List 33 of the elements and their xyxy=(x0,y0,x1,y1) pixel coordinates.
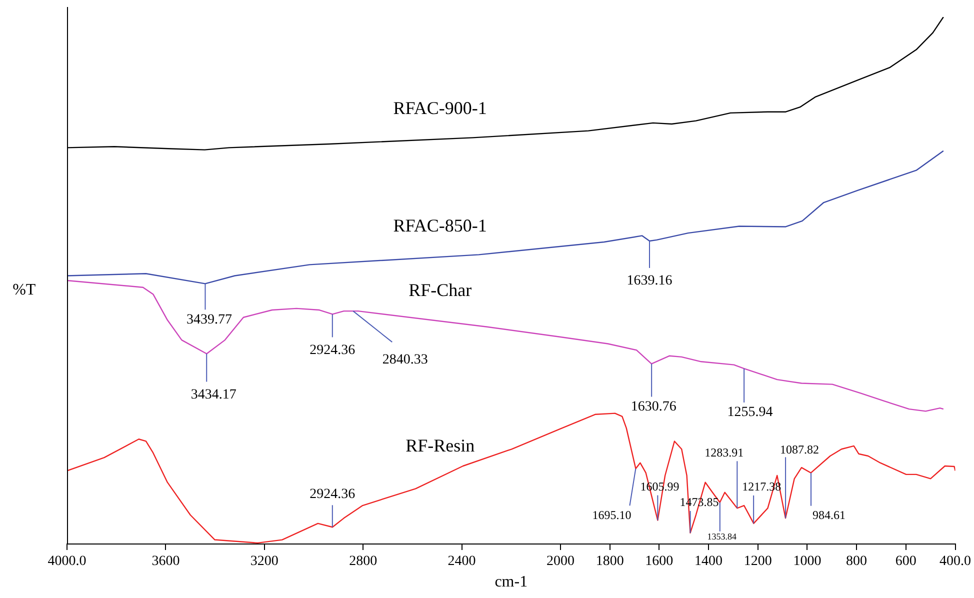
x-tick-label: 400.0 xyxy=(940,554,971,570)
x-tick-label: 2000 xyxy=(546,554,574,570)
x-tick-label: 2800 xyxy=(349,554,378,570)
annotation: 1283.91 xyxy=(704,445,744,460)
annotation: 2924.36 xyxy=(310,486,356,502)
x-tick-label: 2400 xyxy=(448,554,476,570)
series-label: RFAC-900-1 xyxy=(393,98,487,118)
x-tick-label: 1400 xyxy=(694,554,723,570)
series-label: RF-Resin xyxy=(406,436,475,456)
series-label: RFAC-850-1 xyxy=(393,216,487,236)
x-axis-title: cm-1 xyxy=(494,574,528,591)
x-tick-label: 1800 xyxy=(596,554,624,570)
annotation: 1353.84 xyxy=(707,532,738,542)
annotation: 1639.16 xyxy=(626,274,672,289)
annotation: 1087.82 xyxy=(780,442,820,456)
x-tick-label: 3600 xyxy=(152,554,180,570)
series-label: RF-Char xyxy=(408,280,472,300)
annotation: 1695.10 xyxy=(592,508,632,522)
annotation: 2840.33 xyxy=(382,352,428,368)
x-tick-label: 3200 xyxy=(250,554,278,570)
x-tick-label: 1200 xyxy=(744,554,772,570)
annotation: 1630.76 xyxy=(630,399,676,414)
x-tick-label: 800 xyxy=(846,554,868,570)
x-tick-label: 4000.0 xyxy=(48,554,86,570)
x-tick-label: 1600 xyxy=(645,554,674,570)
x-tick-label: 1000 xyxy=(793,554,822,570)
x-tick-label: 600 xyxy=(895,554,916,570)
annotation: 2924.36 xyxy=(310,342,356,358)
annotation: 3434.17 xyxy=(190,387,236,402)
annotation: 1255.94 xyxy=(727,405,773,420)
annotation: 984.61 xyxy=(812,508,846,522)
y-axis-title: %T xyxy=(12,282,36,299)
annotation: 3439.77 xyxy=(186,312,232,328)
